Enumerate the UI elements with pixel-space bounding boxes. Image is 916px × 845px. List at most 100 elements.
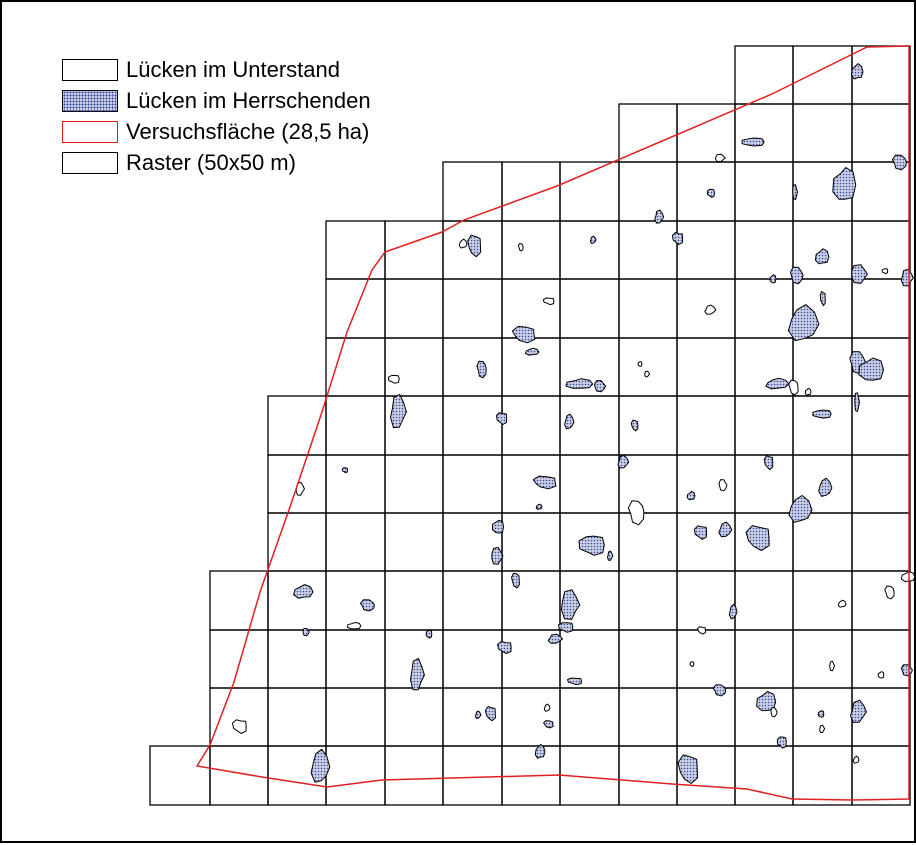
gap-herrschenden <box>360 599 375 612</box>
gap-herrschenden <box>607 550 614 561</box>
gap-unterstand <box>804 387 812 396</box>
gap-herrschenden <box>511 572 520 589</box>
gap-herrschenden <box>564 413 575 430</box>
versuchsflaeche-boundary <box>195 45 910 801</box>
raster-cell <box>734 45 794 105</box>
raster-cell <box>734 278 794 339</box>
gap-herrschenden <box>567 677 582 686</box>
gap-herrschenden <box>850 699 867 723</box>
gap-herrschenden <box>891 154 907 171</box>
gap-herrschenden <box>819 291 826 307</box>
raster-cell <box>792 512 853 572</box>
gap-herrschenden <box>310 748 331 783</box>
gap-herrschenden <box>851 264 868 284</box>
gap-unterstand <box>900 571 916 582</box>
raster-cell <box>384 745 444 806</box>
raster-cell <box>442 629 503 689</box>
raster-cell <box>559 278 620 339</box>
legend: Lücken im Unterstand Lücken im Herrschen… <box>62 54 371 178</box>
gap-herrschenden <box>476 360 487 379</box>
raster-cell <box>384 454 444 514</box>
raster-cell <box>734 570 794 631</box>
raster-cell <box>325 278 386 339</box>
raster-cell <box>676 161 736 222</box>
legend-item-herrschenden: Lücken im Herrschenden <box>62 85 371 116</box>
raster-cell <box>209 687 269 747</box>
raster-cell <box>734 220 794 280</box>
gap-unterstand <box>718 479 728 492</box>
gap-herrschenden <box>850 63 864 80</box>
gap-unterstand <box>542 297 555 306</box>
legend-label-raster: Raster (50x50 m) <box>126 149 296 175</box>
raster-cell <box>442 454 503 514</box>
gap-herrschenden <box>832 167 857 200</box>
gap-unterstand <box>347 622 362 630</box>
raster-cell <box>442 278 503 339</box>
raster-cell <box>325 629 386 689</box>
gap-herrschenden <box>617 454 630 469</box>
gap-herrschenden <box>532 475 557 490</box>
gap-herrschenden <box>484 706 496 722</box>
raster-cell <box>851 161 911 222</box>
raster-cell <box>442 395 503 456</box>
gap-herrschenden <box>589 235 597 244</box>
unterstand-swatch <box>62 58 118 81</box>
gap-herrschenden <box>511 325 536 344</box>
raster-cell <box>618 161 678 222</box>
raster-cell <box>676 337 736 397</box>
gap-herrschenden <box>302 627 310 637</box>
gap-herrschenden <box>497 641 512 655</box>
gap-herrschenden <box>524 347 540 356</box>
legend-item-unterstand: Lücken im Unterstand <box>62 54 371 85</box>
raster-cell <box>384 570 444 631</box>
gap-unterstand <box>387 374 400 384</box>
gap-herrschenden <box>792 184 798 201</box>
gap-herrschenden <box>858 357 884 381</box>
gap-herrschenden <box>818 477 833 497</box>
gap-herrschenden <box>558 622 574 633</box>
raster-cell <box>851 454 911 514</box>
gap-polygons <box>232 63 916 784</box>
raster-cell <box>734 629 794 689</box>
raster-cell <box>676 103 736 163</box>
gap-herrschenden <box>578 535 605 556</box>
raster-cell <box>442 570 503 631</box>
gap-unterstand <box>696 626 707 635</box>
raster-cell <box>792 45 853 105</box>
versuchsflaeche-swatch <box>62 120 118 143</box>
gap-herrschenden <box>467 234 482 258</box>
gap-unterstand <box>770 707 778 718</box>
raster-cell <box>325 395 386 456</box>
raster-cell <box>792 103 853 163</box>
raster-cell <box>851 745 911 806</box>
raster-cell <box>618 103 678 163</box>
gap-unterstand <box>829 660 836 672</box>
raster-cell <box>501 570 561 631</box>
gap-unterstand <box>517 243 524 252</box>
raster-grid <box>149 45 911 806</box>
gap-herrschenden <box>547 633 564 644</box>
gap-herrschenden <box>654 209 665 224</box>
gap-herrschenden <box>769 274 777 284</box>
gap-herrschenden <box>787 304 820 342</box>
raster-cell <box>325 337 386 397</box>
raster-cell <box>559 454 620 514</box>
gap-herrschenden <box>341 467 348 474</box>
gap-unterstand <box>881 268 889 274</box>
gap-herrschenden <box>410 658 425 691</box>
legend-item-versuchsflaeche: Versuchsfläche (28,5 ha) <box>62 116 371 147</box>
gap-herrschenden <box>728 603 738 620</box>
raster-cell <box>792 337 853 397</box>
raster-cell <box>267 570 327 631</box>
raster-cell <box>501 337 561 397</box>
gap-herrschenden <box>756 690 777 712</box>
raster-cell <box>618 337 678 397</box>
raster-cell <box>267 687 327 747</box>
raster-cell <box>384 220 444 280</box>
raster-cell <box>442 337 503 397</box>
gap-unterstand <box>637 361 643 367</box>
raster-cell <box>851 278 911 339</box>
raster-cell <box>734 161 794 222</box>
raster-cell <box>501 220 561 280</box>
